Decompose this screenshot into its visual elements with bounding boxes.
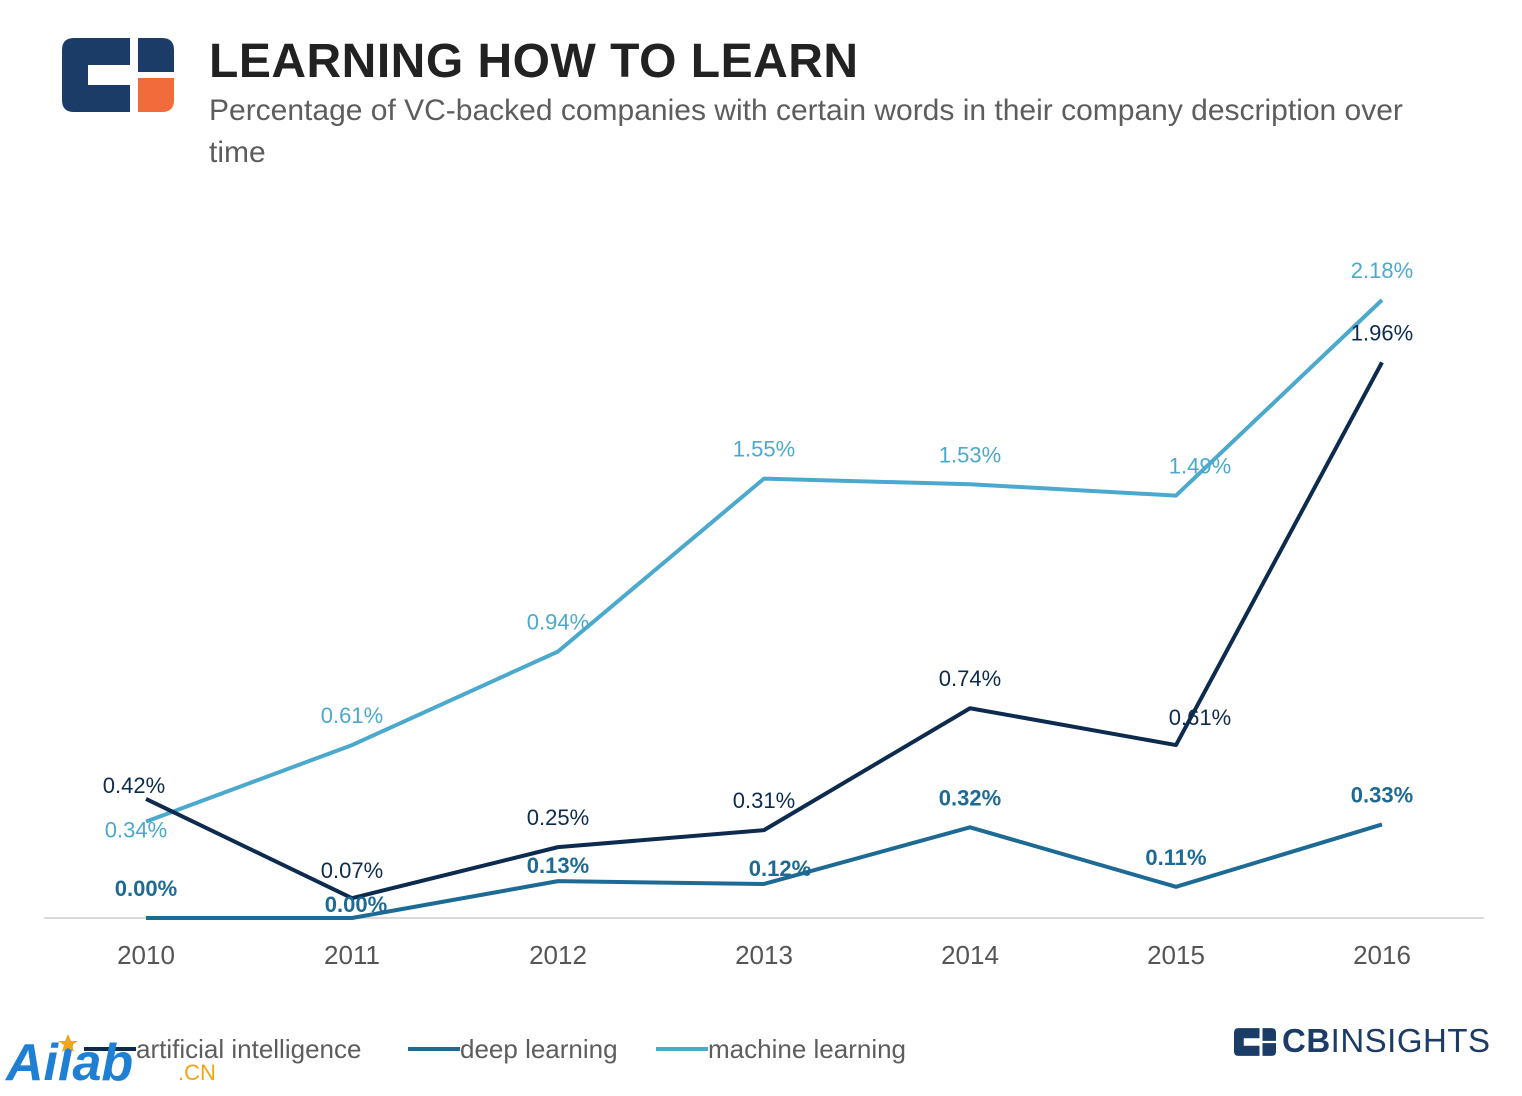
data-label: 0.00% [115, 876, 177, 901]
legend-label: deep learning [460, 1034, 618, 1064]
data-label: 0.61% [1169, 705, 1231, 730]
legend-swatch [656, 1047, 708, 1051]
chart-legend: artificial intelligence deep learning ma… [0, 1024, 1000, 1074]
x-tick-label: 2011 [324, 940, 380, 970]
data-label: 1.55% [733, 437, 795, 462]
data-label: 0.74% [939, 666, 1001, 691]
data-label: 0.07% [321, 858, 383, 883]
series-line-artificial-intelligence [145, 361, 1384, 901]
page-subtitle: Percentage of VC-backed companies with c… [209, 94, 1403, 169]
data-label: 0.61% [321, 703, 383, 728]
data-label: 0.31% [733, 788, 795, 813]
data-label: 0.42% [103, 773, 165, 798]
data-label: 0.34% [105, 818, 167, 843]
data-label: 1.53% [939, 442, 1001, 467]
x-tick-label: 2013 [735, 940, 793, 970]
legend-label: artificial intelligence [136, 1034, 362, 1064]
cb-insights-mini-logo-icon [1234, 1028, 1276, 1056]
data-label: 1.96% [1351, 320, 1413, 345]
series-line-deep-learning [146, 822, 1383, 920]
data-label: 0.00% [325, 892, 387, 917]
legend-swatch [84, 1047, 136, 1051]
cb-insights-wordmark: CBINSIGHTS [1282, 1022, 1491, 1059]
series-line-machine-learning [145, 298, 1384, 824]
cb-insights-logo-icon [62, 38, 174, 112]
legend-label: machine learning [708, 1034, 907, 1064]
page-title: LEARNING HOW TO LEARN [209, 35, 859, 88]
data-label: 0.25% [527, 805, 589, 830]
x-tick-label: 2010 [117, 940, 175, 970]
data-label: 0.13% [527, 853, 589, 878]
data-label: 0.11% [1145, 845, 1206, 870]
x-tick-label: 2012 [529, 940, 587, 970]
ailab-watermark-logo: Ailab .CN [4, 1034, 216, 1090]
data-label: 2.18% [1351, 258, 1413, 283]
x-tick-label: 2015 [1147, 940, 1205, 970]
data-label: 0.94% [527, 610, 589, 635]
x-tick-label: 2016 [1353, 940, 1411, 970]
svg-text:.CN: .CN [178, 1060, 216, 1085]
legend-swatch [408, 1047, 460, 1051]
line-chart: 2010 2011 2012 2013 2014 2015 2016 0.42% 0.07% 0… [44, 258, 1484, 970]
data-label: 0.33% [1351, 782, 1413, 807]
data-label: 1.49% [1169, 454, 1231, 479]
cb-insights-brand: CBINSIGHTS [1234, 1022, 1490, 1066]
data-label: 0.32% [939, 785, 1001, 810]
x-tick-label: 2014 [941, 940, 999, 970]
data-label: 0.12% [749, 856, 811, 881]
